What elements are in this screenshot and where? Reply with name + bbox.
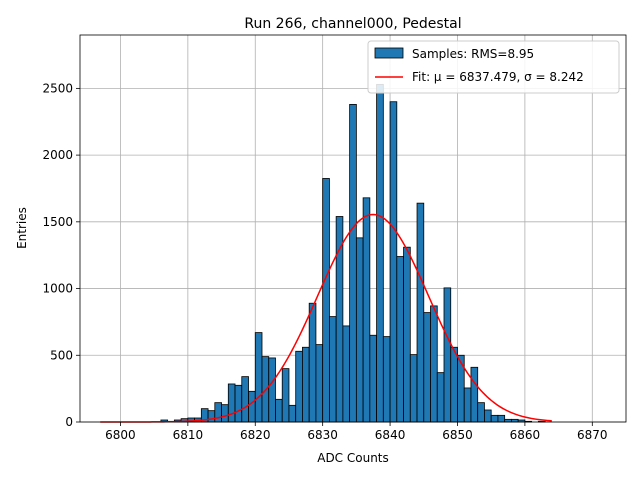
histogram-bar: [268, 357, 276, 423]
histogram-bar: [241, 376, 249, 423]
x-tick-label: 6850: [442, 428, 473, 442]
histogram-bar: [376, 83, 384, 423]
x-tick-label: 6800: [105, 428, 136, 442]
histogram-bar: [355, 237, 364, 423]
y-tick-label: 500: [50, 348, 73, 362]
histogram-bar: [329, 316, 337, 423]
histogram-bar: [281, 368, 290, 423]
legend: Samples: RMS=8.95 Fit: μ = 6837.479, σ =…: [367, 40, 620, 94]
y-tick-label: 2000: [42, 148, 73, 162]
histogram-bar: [342, 325, 351, 423]
y-axis-label: Entries: [15, 207, 29, 249]
y-tick-label: 1500: [42, 215, 73, 229]
histogram-bar: [214, 402, 222, 423]
x-tick-label: 6810: [173, 428, 204, 442]
histogram-bar: [477, 402, 485, 423]
histogram-bar: [484, 409, 492, 423]
histogram-bar: [248, 390, 256, 423]
y-tick-label: 2500: [42, 81, 73, 95]
chart-title: Run 266, channel000, Pedestal: [244, 16, 461, 32]
histogram-bar: [463, 387, 472, 423]
histogram-bar: [511, 418, 519, 423]
histogram-bar: [403, 246, 411, 423]
axis-ticks: 6800 6810 6820 6830 6840 6850 6860 6870 0 500 1000…: [42, 81, 607, 442]
histogram-bar: [288, 404, 297, 423]
histogram-bar: [504, 418, 512, 423]
x-tick-label: 6820: [240, 428, 271, 442]
legend-box: [367, 40, 620, 94]
histogram-bar: [349, 103, 357, 423]
histogram-bar: [497, 414, 506, 423]
histogram-bar: [396, 256, 404, 423]
x-tick-label: 6870: [577, 428, 608, 442]
histogram-bar: [254, 332, 263, 423]
histogram-bar: [409, 354, 418, 423]
x-axis-label: ADC Counts: [317, 451, 389, 465]
histogram-bar: [308, 302, 317, 423]
histogram-bar: [335, 216, 344, 423]
histogram-bar: [389, 101, 398, 423]
histogram-bar: [416, 202, 425, 423]
histogram-bar: [423, 312, 431, 423]
histogram-bar: [369, 334, 377, 423]
histogram-bar: [295, 350, 303, 423]
histogram-bar: [436, 372, 445, 423]
histogram-bar: [490, 414, 499, 423]
histogram-bar: [234, 384, 243, 423]
y-tick-label: 0: [65, 415, 73, 429]
x-tick-label: 6860: [510, 428, 541, 442]
histogram-bar: [362, 197, 371, 423]
histogram-bar: [382, 336, 391, 423]
legend-label-fit: Fit: μ = 6837.479, σ = 8.242: [412, 70, 584, 84]
histogram-bar: [430, 305, 438, 423]
histogram-bar: [275, 398, 283, 423]
x-tick-label: 6840: [375, 428, 406, 442]
histogram-bar: [221, 404, 229, 423]
histogram-bar: [443, 287, 452, 423]
histogram-bar: [315, 344, 324, 423]
legend-label-samples: Samples: RMS=8.95: [412, 47, 534, 61]
histogram-bar: [207, 410, 216, 423]
histogram-bar: [227, 383, 236, 423]
histogram-bar: [302, 346, 310, 423]
histogram-bar: [322, 178, 330, 423]
histogram-bar: [450, 346, 458, 423]
histogram-bars: [160, 83, 546, 423]
plot-frame: [79, 34, 627, 423]
y-tick-label: 1000: [42, 282, 73, 296]
x-tick-label: 6830: [307, 428, 338, 442]
histogram-bar: [470, 366, 479, 423]
legend-bar-swatch: [374, 47, 404, 59]
